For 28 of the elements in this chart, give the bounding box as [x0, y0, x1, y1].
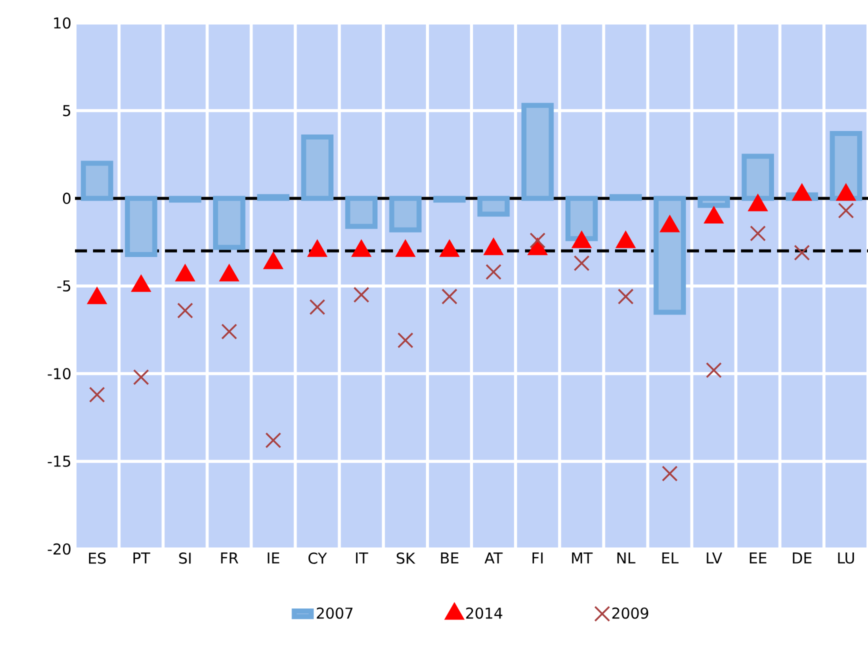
x-tick-label: FI — [532, 552, 543, 564]
y-tick-label: 10 — [54, 17, 70, 29]
legend-label: 2007 — [316, 608, 352, 619]
y-tick-label: 0 — [62, 192, 70, 204]
x-tick-label: DE — [792, 552, 812, 564]
x-tick-label: SK — [396, 552, 416, 564]
x-tick-label: FR — [221, 552, 238, 564]
x-tick-label: EL — [662, 552, 679, 564]
x-tick-label: IT — [356, 552, 368, 564]
x-tick-label: MT — [572, 552, 593, 564]
y-tick-label: -20 — [48, 543, 70, 555]
x-tick-label: EE — [750, 552, 766, 564]
x-tick-label: IE — [268, 552, 280, 564]
legend-label: 2009 — [612, 608, 648, 619]
y-tick-label: -15 — [48, 456, 70, 467]
x-tick-label: SI — [179, 552, 191, 564]
y-tick-label: -5 — [57, 280, 70, 292]
x-tick-label: LU — [838, 552, 854, 564]
y-tick-label: -10 — [48, 368, 70, 380]
x-tick-label: BE — [441, 552, 458, 564]
x-tick-label: PT — [133, 552, 150, 564]
x-tick-label: NL — [617, 552, 636, 564]
x-tick-label: CY — [308, 552, 327, 564]
x-tick-label: LV — [706, 552, 722, 564]
legend-label: 2014 — [466, 608, 502, 619]
y-tick-label: 5 — [63, 105, 70, 116]
x-tick-label: ES — [89, 552, 106, 564]
x-tick-label: AT — [484, 552, 503, 564]
